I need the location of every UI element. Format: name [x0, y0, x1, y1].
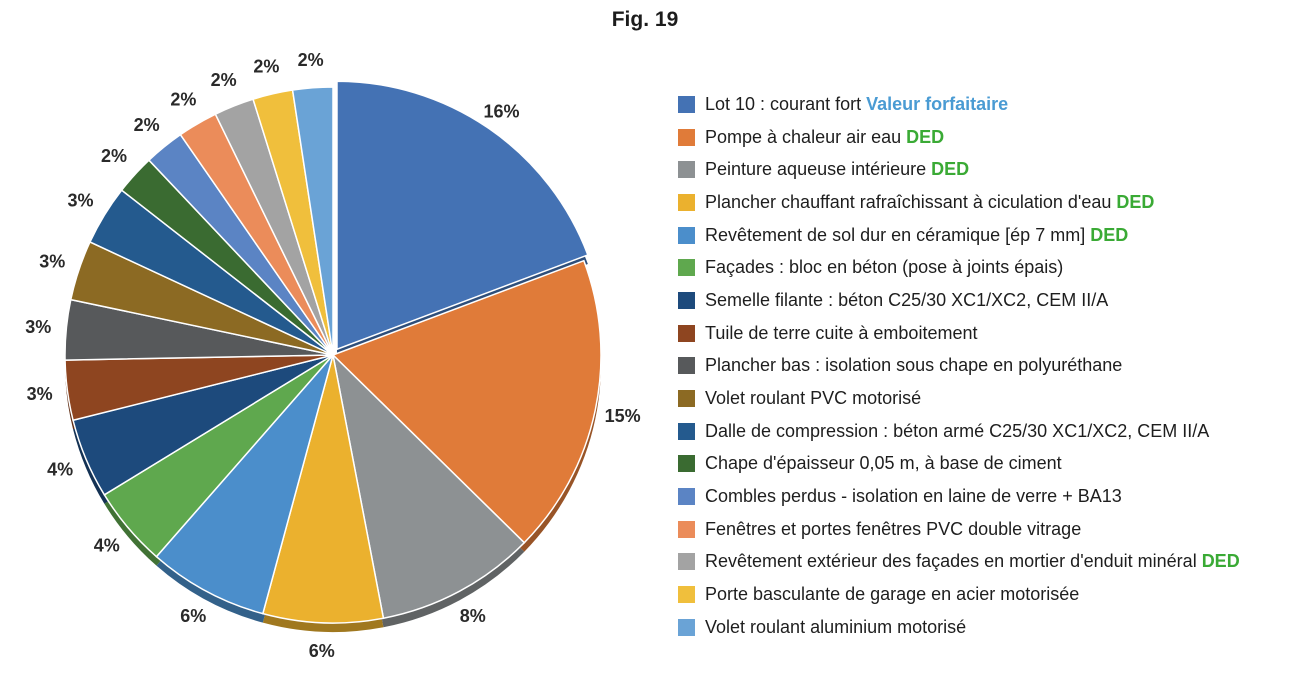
pie-slice-label: 4%	[94, 536, 120, 556]
legend-swatch	[678, 553, 695, 571]
pie-slices	[64, 80, 602, 624]
legend-label: Lot 10 : courant fort	[705, 93, 862, 114]
legend-label: Porte basculante de garage en acier moto…	[705, 584, 1080, 605]
legend-label: Chape d'épaisseur 0,05 m, à base de cime…	[705, 453, 1062, 474]
legend-label: Volet roulant PVC motorisé	[705, 388, 922, 409]
pie-slice	[291, 86, 334, 356]
pie-chart: 16% 15% 8% 6% 6% 4% 4% 3% 3% 3% 3% 2% 2% 2% 2% 2% 2%	[25, 50, 640, 661]
legend-label: Revêtement extérieur des façades en mort…	[705, 551, 1197, 572]
pie-slice-label: 4%	[47, 460, 73, 480]
legend-label: Semelle filante : béton C25/30 XC1/XC2, …	[705, 289, 1109, 310]
legend-item: Dalle de compression : béton armé C25/30…	[678, 415, 1288, 448]
pie-slice-label: 3%	[39, 251, 65, 271]
legend-item: Volet roulant aluminium motorisé	[678, 611, 1288, 644]
legend-label: Volet roulant aluminium motorisé	[705, 616, 967, 637]
legend-label: Pompe à chaleur air eau	[705, 126, 902, 147]
legend-swatch	[678, 618, 695, 636]
legend: Lot 10 : courant fort Valeur forfaitaire P…	[678, 88, 1288, 644]
legend-swatch	[678, 488, 695, 506]
legend-item: Revêtement extérieur des façades en mort…	[678, 546, 1288, 579]
legend-item: Plancher bas : isolation sous chape en p…	[678, 350, 1288, 383]
legend-item: Peinture aqueuse intérieure DED	[678, 153, 1288, 186]
legend-swatch	[678, 161, 695, 179]
pie-labels: 16% 15% 8% 6% 6% 4% 4% 3% 3% 3% 3% 2% 2% 2% 2% 2% 2%	[25, 50, 640, 661]
legend-label: Dalle de compression : béton armé C25/30…	[705, 420, 1210, 441]
pie-slice-label: 2%	[253, 57, 279, 77]
pie-slice-label: 15%	[605, 406, 641, 426]
legend-swatch	[678, 259, 695, 277]
pie-slice-label: 16%	[483, 102, 519, 122]
pie-slice-label: 2%	[211, 70, 237, 90]
pie-slice	[331, 259, 602, 544]
pie-slice-label: 3%	[25, 317, 51, 337]
legend-swatch	[678, 586, 695, 604]
legend-label: Revêtement de sol dur en céramique [ép 7…	[705, 224, 1086, 245]
legend-item: Combles perdus - isolation en laine de v…	[678, 480, 1288, 513]
legend-label: Tuile de terre cuite à emboitement	[705, 322, 978, 343]
pie-slice	[261, 354, 385, 624]
pie-slice	[155, 354, 334, 615]
legend-swatch	[678, 226, 695, 244]
legend-item: Porte basculante de garage en acier moto…	[678, 578, 1288, 611]
legend-label: Combles perdus - isolation en laine de v…	[705, 486, 1122, 507]
legend-label: Plancher chauffant rafraîchissant à cicu…	[705, 191, 1112, 212]
legend-swatch	[678, 291, 695, 309]
legend-label: Plancher bas : isolation sous chape en p…	[705, 355, 1123, 376]
legend-swatch	[678, 455, 695, 473]
pie-slice	[336, 80, 589, 351]
legend-label: Fenêtres et portes fenêtres PVC double v…	[705, 518, 1082, 539]
legend-swatch	[678, 128, 695, 146]
legend-swatch	[678, 422, 695, 440]
legend-tag: DED	[1116, 191, 1155, 212]
pie-slice-label: 2%	[298, 50, 324, 70]
pie-slice-label: 2%	[134, 115, 160, 135]
legend-swatch	[678, 520, 695, 538]
legend-swatch	[678, 193, 695, 211]
legend-item: Fenêtres et portes fenêtres PVC double v…	[678, 513, 1288, 546]
legend-label: Peinture aqueuse intérieure	[705, 159, 927, 180]
pie-slice	[331, 352, 526, 620]
legend-item: Plancher chauffant rafraîchissant à cicu…	[678, 186, 1288, 219]
pie-slice-label: 6%	[309, 641, 335, 661]
pie-slice-label: 3%	[27, 384, 53, 404]
legend-item: Lot 10 : courant fort Valeur forfaitaire	[678, 88, 1288, 121]
legend-swatch	[678, 95, 695, 113]
legend-swatch	[678, 357, 695, 375]
pie-slice-label: 2%	[170, 90, 196, 110]
legend-item: Revêtement de sol dur en céramique [ép 7…	[678, 219, 1288, 252]
legend-item: Façades : bloc en béton (pose à joints é…	[678, 251, 1288, 284]
legend-tag: DED	[906, 126, 945, 147]
pie-slice-label: 2%	[101, 146, 127, 166]
legend-tag: DED	[1090, 224, 1129, 245]
pie-slice-label: 6%	[180, 606, 206, 626]
figure-title: Fig. 19	[611, 8, 679, 31]
pie-slice-label: 8%	[460, 606, 486, 626]
pie-slice-label: 3%	[67, 191, 93, 211]
legend-swatch	[678, 390, 695, 408]
legend-swatch	[678, 324, 695, 342]
legend-item: Tuile de terre cuite à emboitement	[678, 317, 1288, 350]
legend-tag: DED	[931, 159, 970, 180]
legend-item: Semelle filante : béton C25/30 XC1/XC2, …	[678, 284, 1288, 317]
legend-item: Volet roulant PVC motorisé	[678, 382, 1288, 415]
legend-label: Façades : bloc en béton (pose à joints é…	[705, 257, 1064, 278]
legend-item: Pompe à chaleur air eau DED	[678, 121, 1288, 154]
legend-tag: DED	[1201, 551, 1240, 572]
legend-tag: Valeur forfaitaire	[866, 93, 1009, 114]
legend-item: Chape d'épaisseur 0,05 m, à base de cime…	[678, 448, 1288, 481]
